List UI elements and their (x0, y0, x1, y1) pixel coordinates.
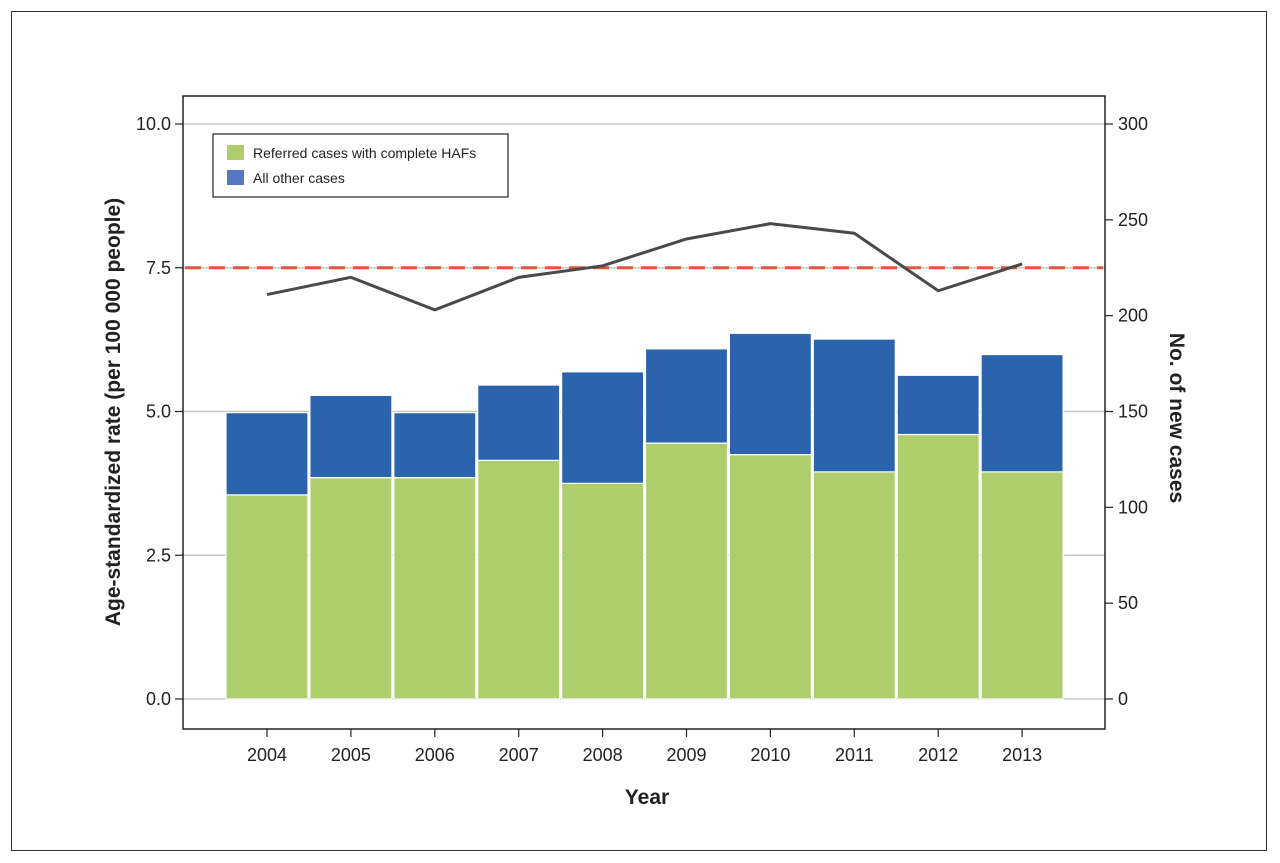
x-tick-label: 2012 (918, 745, 958, 765)
right-tick-label: 0 (1118, 689, 1128, 709)
x-tick-label: 2004 (247, 745, 287, 765)
x-tick-label: 2011 (835, 745, 874, 765)
bar-referred-2004 (225, 494, 309, 700)
left-tick-label: 5.0 (146, 402, 171, 422)
left-tick-label: 2.5 (146, 545, 171, 565)
x-tick-label: 2010 (750, 745, 790, 765)
x-tick-label: 2006 (415, 745, 455, 765)
bar-other-2011 (812, 338, 896, 473)
bars (225, 332, 1064, 700)
bar-other-2013 (980, 353, 1064, 473)
x-axis-title: Year (625, 786, 669, 809)
bar-referred-2011 (812, 471, 896, 700)
bar-referred-2009 (644, 442, 729, 700)
x-axis: 2004 2005 2006 2007 2008 2009 2010 2011 2012 2013 (247, 729, 1042, 765)
bar-referred-2008 (560, 482, 645, 700)
right-tick-label: 100 (1118, 497, 1148, 517)
bar-other-2006 (393, 412, 477, 479)
bar-other-2007 (477, 384, 561, 461)
figure-frame (11, 11, 1267, 851)
legend-label-referred: Referred cases with complete HAFs (253, 145, 476, 161)
x-tick-label: 2005 (331, 745, 371, 765)
left-tick-label: 7.5 (146, 258, 171, 278)
left-tick-label: 0.0 (146, 689, 171, 709)
bar-other-2005 (309, 394, 393, 479)
bar-other-2010 (728, 332, 813, 456)
x-tick-label: 2013 (1002, 745, 1042, 765)
bar-referred-2005 (309, 477, 393, 700)
legend-swatch-other (227, 170, 244, 185)
bar-referred-2013 (980, 471, 1064, 700)
legend-label-other: All other cases (253, 170, 345, 186)
right-tick-label: 150 (1118, 402, 1148, 422)
y-axis-title: Age-standardized rate (per 100 000 peopl… (102, 198, 125, 626)
right-axis: 0 50 100 150 200 250 300 (1105, 114, 1148, 709)
right-tick-label: 250 (1118, 210, 1148, 230)
bar-other-2012 (896, 374, 980, 436)
bar-referred-2006 (393, 477, 477, 700)
x-tick-label: 2008 (583, 745, 623, 765)
right-tick-label: 50 (1118, 593, 1138, 613)
bar-other-2009 (644, 348, 729, 444)
bar-referred-2012 (896, 433, 980, 700)
left-axis: 0.0 2.5 5.0 7.5 10.0 (136, 114, 183, 709)
bar-other-2004 (225, 412, 309, 496)
x-tick-label: 2009 (666, 745, 706, 765)
bar-referred-2010 (728, 454, 813, 700)
legend: Referred cases with complete HAFs All ot… (212, 133, 509, 198)
right-tick-label: 200 (1118, 306, 1148, 326)
x-tick-label: 2007 (499, 745, 539, 765)
new-cases-line (266, 222, 1023, 312)
legend-swatch-referred (227, 145, 244, 160)
y2-axis-title: No. of new cases (1165, 333, 1188, 503)
legend-box (212, 133, 509, 198)
right-tick-label: 300 (1118, 114, 1148, 134)
bar-referred-2007 (477, 459, 561, 700)
bar-other-2008 (560, 371, 645, 484)
left-tick-label: 10.0 (136, 114, 171, 134)
plot-border (182, 95, 1106, 730)
